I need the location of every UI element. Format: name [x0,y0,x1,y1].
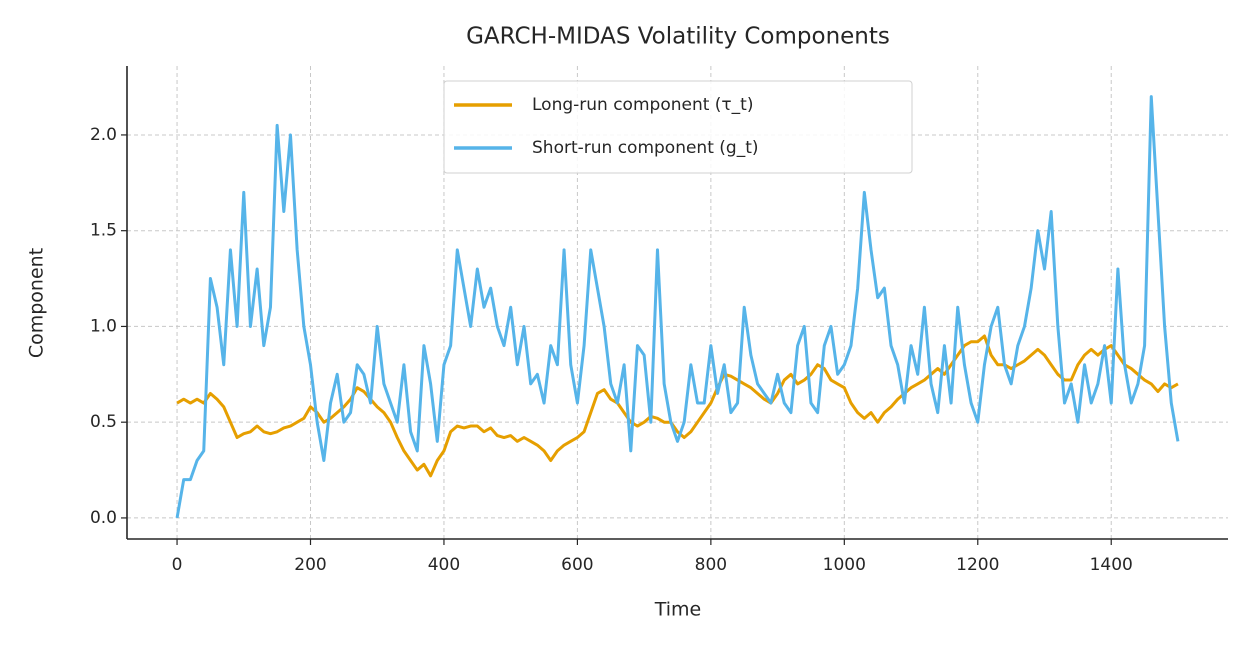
x-tick-label: 0 [172,555,183,575]
x-tick-label: 1400 [1090,555,1133,575]
legend-box [443,80,913,174]
x-tick-label: 800 [695,555,727,575]
y-tick-label: 0.5 [90,412,117,432]
chart-title: GARCH-MIDAS Volatility Components [466,24,890,50]
legend-label: Long-run component (τ_t) [532,95,753,115]
line-series [175,95,1180,519]
y-tick-label: 1.5 [90,221,117,241]
x-tick-label: 400 [428,555,460,575]
y-tick-label: 2.0 [90,125,117,145]
y-axis-label: Component [26,248,48,358]
x-tick-label: 1200 [956,555,999,575]
y-tick-label: 1.0 [90,316,117,336]
legend: Long-run component (τ_t) Short-run compon… [443,80,913,174]
x-axis-label: Time [654,599,702,621]
y-tick-label: 0.0 [90,508,117,528]
line-series [176,334,1179,478]
x-tick-label: 1000 [823,555,866,575]
x-tick-label: 200 [294,555,326,575]
x-tick-label: 600 [561,555,593,575]
legend-label: Short-run component (g_t) [532,138,759,158]
